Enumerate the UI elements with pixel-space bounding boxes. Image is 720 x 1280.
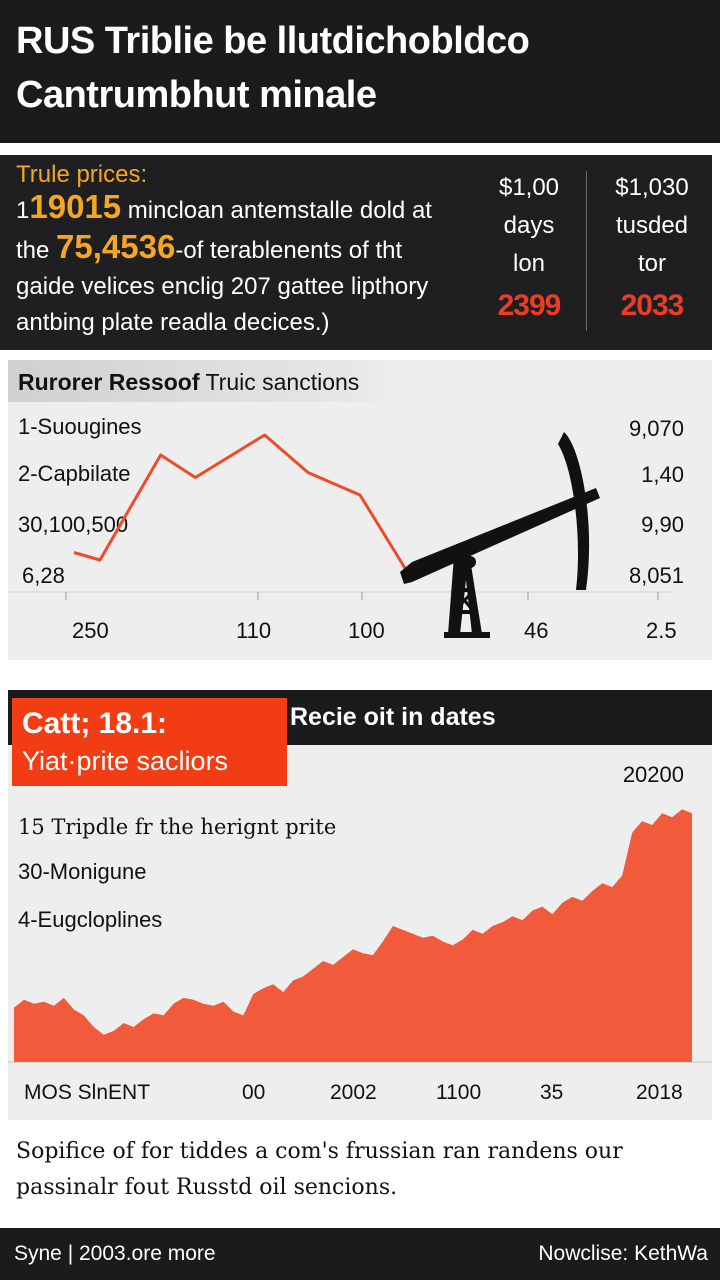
area-x-label-1: MOS SlnENT (24, 1081, 151, 1104)
stats-row-3: gaide velices enclig 207 gattee lipthory (16, 273, 429, 300)
line-left-label-2: 2-Capbilate (18, 461, 131, 486)
area-series (14, 809, 692, 1062)
line-left-label-3: 30,100,500 (18, 512, 129, 537)
line-chart-gridlines (8, 591, 672, 600)
stats-label: Trule prices: (16, 161, 148, 188)
footer-credit: Nowclise: KethWa (538, 1242, 708, 1265)
area-left-label-2: 30-Monigune (18, 859, 147, 884)
stats-row-1-text: mincloan antemstalle dold at (121, 197, 432, 224)
stats-row-2-text: -of terablenents of tht (175, 237, 403, 264)
area-left-label-1: 15 Tripdle fr the herignt prite (18, 815, 337, 839)
stats-highlight-1: 19015 (29, 188, 122, 225)
line-right-label-3: 9,90 (641, 512, 684, 537)
stat-1-line2: days (503, 212, 555, 239)
line-right-label-1: 9,070 (628, 416, 684, 441)
stats-panel: Trule prices: 119015 mincloan antemstall… (0, 155, 712, 350)
stat-divider (586, 171, 587, 331)
stat-2-big: 2033 (620, 289, 685, 322)
stats-row-2-prefix: the (16, 237, 57, 264)
stat-1-value: $1,00 (498, 174, 560, 201)
stats-row-1-prefix: 1 (16, 197, 30, 224)
line-chart-svg (8, 432, 672, 638)
badge-line-2: Yiat·prite sacliors (22, 746, 229, 776)
stat-column-2: $1,030 tusded tor 2033 (597, 169, 707, 329)
stat-2-value: $1,030 (615, 174, 689, 201)
line-x-label-1: 250 (72, 618, 109, 643)
line-x-label-4: 46 (524, 618, 549, 643)
line-left-label-4: 6,28 (22, 563, 65, 588)
stat-1-line3: lon (512, 250, 546, 277)
stat-2-line2: tusded (615, 212, 689, 239)
area-top-right-label: 20200 (622, 762, 684, 787)
area-chart-panel: Recie oit in dates Catt; 18.1: Yiat·prit… (8, 690, 712, 1120)
badge-line-1: Catt; 18.1: (22, 707, 168, 740)
line-chart-title-bold: Rurorer Ressoof (18, 369, 200, 395)
line-x-label-2: 110 (236, 618, 272, 643)
line-chart-title-bar: Rurorer Ressoof Truic sanctions (8, 360, 400, 402)
headline-line-2: Cantrumbhut minale (16, 74, 377, 116)
area-x-label-5: 35 (540, 1081, 564, 1104)
area-x-label-4: 1100 (436, 1081, 482, 1104)
stat-1-big: 2399 (497, 289, 562, 322)
line-right-label-4: 8,051 (628, 563, 684, 588)
area-left-label-3: 4-Eugcloplines (18, 907, 163, 932)
stats-row-2: the 75,4536-of terablenents of tht (16, 229, 476, 269)
area-x-label-3: 2002 (330, 1081, 377, 1104)
area-chart-svg (8, 809, 712, 1063)
oil-pumpjack-icon (400, 432, 600, 638)
line-chart-title-light: Truic sanctions (199, 369, 360, 395)
stat-2-line3: tor (637, 250, 666, 277)
area-chart-badge: Catt; 18.1: Yiat·prite sacliors (12, 698, 287, 786)
area-x-label-6: 2018 (636, 1081, 683, 1104)
stat-column-1: $1,00 days lon 2399 (474, 169, 584, 329)
footer: Syne | 2003.ore more Nowclise: KethWa (0, 1228, 720, 1280)
caption: Sopifice of for tiddes a com's frussian … (16, 1139, 623, 1200)
headline-line-1: RUS Triblie be llutdichobldco (16, 20, 530, 62)
stats-highlight-2: 75,4536 (56, 228, 176, 265)
footer-source: Syne | 2003.ore more (14, 1242, 216, 1265)
stats-row-4: antbing plate readla decices.) (16, 309, 330, 336)
stats-row-1: 119015 mincloan antemstalle dold at (16, 189, 476, 229)
area-chart-title: Recie oit in dates (290, 703, 496, 731)
line-left-label-1: 1-Suougines (18, 414, 142, 439)
area-x-label-2: 00 (242, 1081, 266, 1104)
line-right-label-2: 1,40 (641, 462, 684, 487)
line-chart-title: Rurorer Ressoof Truic sanctions (18, 368, 359, 396)
line-x-label-3: 100 (348, 618, 385, 643)
line-chart-series (73, 433, 439, 574)
line-x-label-5: 2.5 (646, 618, 677, 643)
stats-text: Trule prices: 119015 mincloan antemstall… (16, 161, 476, 341)
line-chart-panel: Rurorer Ressoof Truic sanctions 1-Suougi… (8, 360, 712, 660)
header: RUS Triblie be llutdichobldco Cantrumbhu… (0, 0, 720, 143)
line-series-1 (73, 433, 439, 574)
